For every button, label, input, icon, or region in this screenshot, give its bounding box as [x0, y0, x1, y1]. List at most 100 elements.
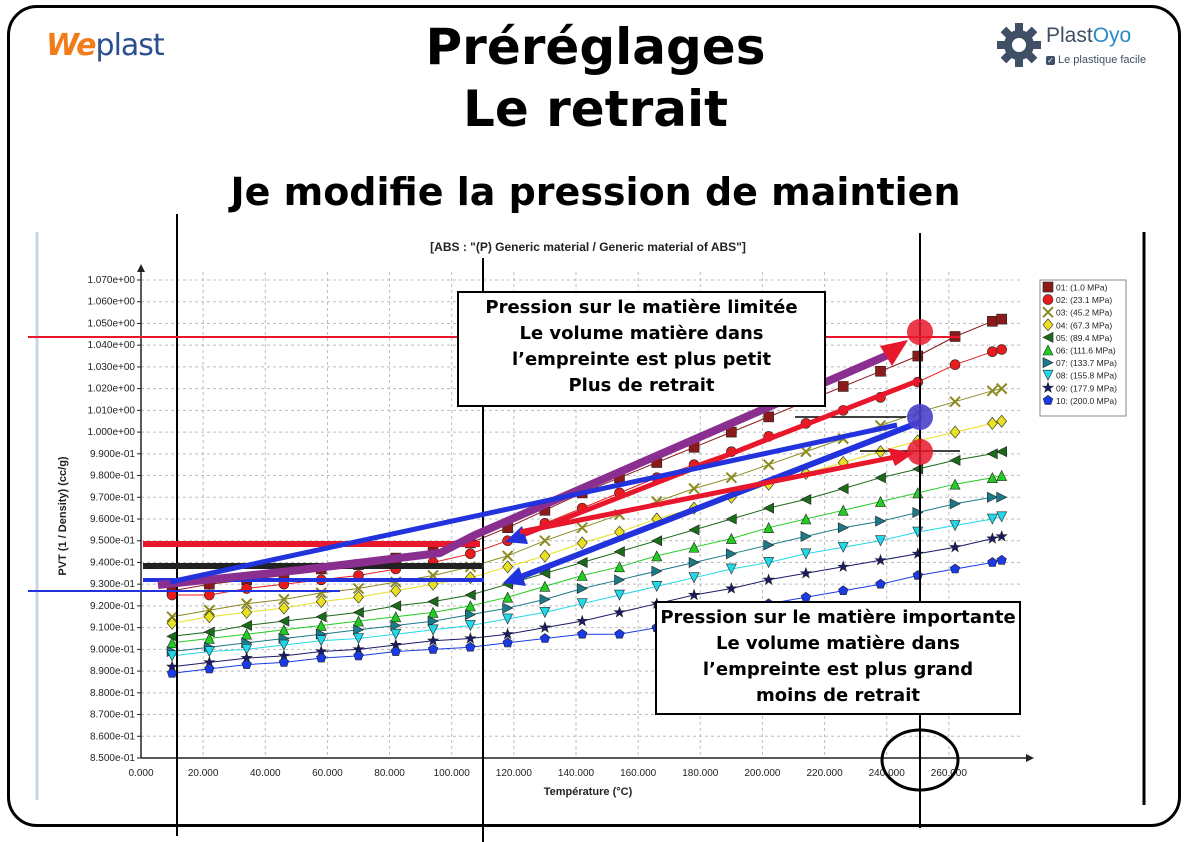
y-tick-label: 1.020e+00 [87, 384, 135, 395]
x-axis-arrow [1026, 754, 1034, 762]
data-point [539, 593, 551, 605]
legend-marker [1042, 369, 1054, 381]
series-line-10 [172, 559, 1002, 674]
data-point [576, 583, 588, 595]
data-point [613, 546, 625, 558]
data-point [762, 502, 774, 514]
data-point [614, 628, 625, 639]
y-tick-label: 8.900e-01 [90, 666, 135, 677]
data-point [800, 513, 812, 525]
red-arrow-2 [519, 453, 901, 535]
data-point [316, 652, 327, 663]
legend-entry: 09: (177.9 MPa) [1056, 383, 1117, 393]
chart-legend: 01: (1.0 MPa) 02: (23.1 MPa) 03: (45.2 MPa… [1039, 279, 1127, 417]
series-9 [165, 529, 1008, 672]
data-point [688, 572, 700, 584]
annotation-low-pressure: Pression sur le matière limitée Le volum… [457, 291, 826, 407]
data-point [278, 601, 290, 615]
data-point [502, 613, 514, 625]
data-point [688, 541, 700, 553]
data-point [352, 606, 364, 618]
data-point [539, 549, 551, 563]
data-point [837, 381, 849, 392]
data-point [912, 506, 924, 518]
legend-entry: 02: (23.1 MPa) [1056, 295, 1112, 305]
data-point [390, 600, 402, 612]
red-arrow-1 [519, 377, 921, 539]
legend-marker [1041, 381, 1055, 393]
data-point [390, 619, 402, 631]
data-point [464, 632, 477, 644]
data-point [502, 637, 513, 648]
blue-arrow-2 [169, 422, 898, 585]
check-icon: ✓ [1046, 56, 1055, 65]
legend-marker [1042, 281, 1054, 293]
data-point [912, 526, 924, 538]
blue-point-marker [907, 404, 933, 430]
temperature-circle-highlight [880, 728, 960, 792]
data-point [995, 382, 1008, 395]
chart-title: [ABS : "(P) Generic material / Generic m… [430, 240, 746, 254]
data-point [614, 574, 626, 586]
data-point [996, 469, 1008, 481]
legend-marker [1042, 395, 1054, 405]
data-point [875, 365, 886, 377]
logo-oyo-text: Oyo [1092, 24, 1132, 47]
data-point [763, 539, 775, 551]
data-point [502, 591, 514, 603]
data-point [949, 425, 961, 439]
data-point [426, 634, 440, 646]
data-point [996, 344, 1007, 355]
data-point [874, 553, 887, 566]
data-point [949, 563, 961, 574]
legend-marker [1042, 294, 1054, 305]
y-axis-arrow [137, 264, 145, 272]
series-line-9 [172, 535, 1002, 668]
y-tick-label: 9.300e-01 [90, 579, 135, 590]
slide-frame [7, 5, 1181, 827]
data-point [614, 589, 625, 601]
red-point-marker-top [907, 319, 933, 345]
data-point [390, 628, 402, 640]
data-point [986, 416, 998, 430]
data-point [315, 619, 327, 631]
data-point [837, 504, 849, 516]
data-point [315, 611, 327, 623]
y-tick-label: 8.500e-01 [90, 753, 135, 764]
data-point [874, 472, 886, 484]
data-point [278, 593, 290, 606]
data-point [949, 498, 961, 510]
data-point [576, 598, 588, 610]
y-tick-label: 9.200e-01 [90, 601, 135, 612]
data-point [501, 627, 514, 640]
plastoyo-name: PlastOyo [1046, 24, 1131, 48]
data-point [687, 588, 701, 601]
data-point [799, 566, 813, 579]
legend-entry: 03: (45.2 MPa) [1056, 308, 1112, 318]
data-point [996, 511, 1008, 523]
data-point [688, 482, 700, 495]
data-point [465, 609, 477, 621]
annotation-high-line1: Pression sur le matière importante [660, 607, 1016, 628]
slide-subtitle: Je modifie la pression de maintien [230, 170, 961, 214]
data-point [464, 600, 476, 612]
data-point [688, 556, 700, 568]
data-point [576, 521, 588, 534]
data-point [390, 646, 401, 656]
data-point [353, 590, 364, 604]
data-point [539, 535, 551, 547]
legend-entry: 01: (1.0 MPa) [1056, 283, 1108, 293]
x-axis-label: Température (°C) [544, 786, 633, 798]
x-tick-label: 120.000 [496, 768, 533, 779]
chart-screenshot-edges [35, 232, 1146, 805]
data-point [763, 522, 775, 533]
data-point [986, 448, 998, 460]
data-point [278, 624, 290, 636]
data-point [838, 585, 849, 596]
data-point [875, 535, 886, 547]
legend-entry: 07: (133.7 MPa) [1056, 358, 1117, 368]
logo-we: We [46, 28, 97, 63]
y-tick-label: 1.010e+00 [87, 405, 135, 416]
data-point [315, 587, 327, 599]
